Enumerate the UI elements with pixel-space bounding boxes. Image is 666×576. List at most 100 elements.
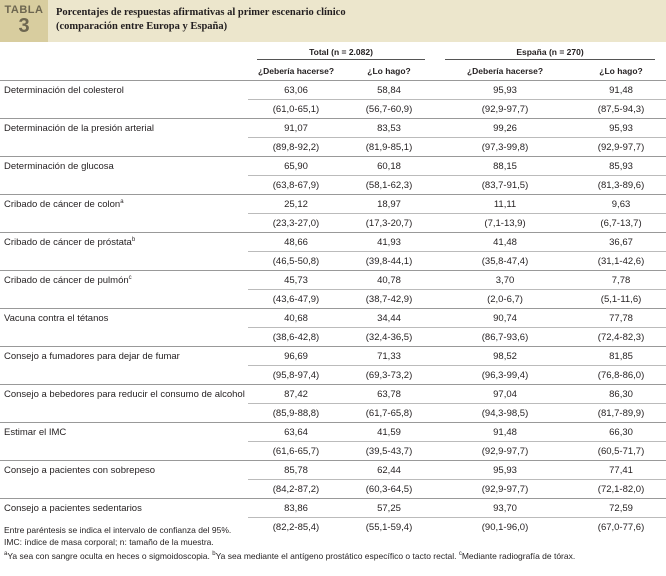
ci-cell: (7,1-13,9)	[434, 213, 577, 233]
ci-cell: (83,7-91,5)	[434, 175, 577, 195]
value-cell: 41,48	[434, 232, 577, 252]
ci-row: (85,9-88,8) (61,7-65,8) (94,3-98,5) (81,7-8…	[0, 403, 666, 423]
empty-cell	[0, 480, 248, 499]
value-cell: 98,52	[434, 346, 577, 366]
ci-cell: (89,8-92,2)	[248, 137, 344, 157]
row-label-cell: Determinación de la presión arterial	[0, 118, 248, 138]
empty-cell	[0, 44, 248, 62]
ci-cell: (72,1-82,0)	[576, 479, 666, 499]
value-cell: 9,63	[576, 194, 666, 214]
value-cell: 95,93	[576, 118, 666, 138]
table-tag: TABLA 3	[0, 0, 48, 42]
ci-cell: (61,0-65,1)	[248, 99, 344, 119]
row-label-cell: Determinación de glucosa	[0, 156, 248, 176]
row-label: Consejo a bebedores para reducir el cons…	[4, 388, 245, 400]
ci-cell: (67,0-77,6)	[576, 517, 666, 536]
value-row: Vacuna contra el tétanos 40,68 34,44 90,74 7…	[0, 308, 666, 328]
table: Total (n = 2.082) España (n = 270) ¿Deberí…	[0, 44, 666, 536]
title: Porcentajes de respuestas afirmativas al…	[56, 7, 346, 18]
value-row: Estimar el IMC 63,64 41,59 91,48 66,30	[0, 422, 666, 442]
ci-cell: (81,3-89,6)	[576, 175, 666, 195]
row-label-cell: Consejo a bebedores para reducir el cons…	[0, 384, 248, 404]
value-cell: 88,15	[434, 156, 577, 176]
value-cell: 18,97	[344, 194, 435, 214]
row-label: Consejo a pacientes con sobrepeso	[4, 464, 156, 476]
value-cell: 93,70	[434, 498, 577, 518]
value-cell: 48,66	[248, 232, 344, 252]
ci-cell: (92,9-97,7)	[434, 441, 577, 461]
ci-cell: (56,7-60,9)	[344, 99, 435, 119]
value-cell: 99,26	[434, 118, 577, 138]
value-cell: 62,44	[344, 460, 435, 480]
row-label: Cribado de cáncer de pulmón	[4, 274, 129, 286]
value-cell: 25,12	[248, 194, 344, 214]
subtitle: (comparación entre Europa y España)	[56, 21, 228, 32]
value-cell: 40,68	[248, 308, 344, 328]
ci-row: (61,6-65,7) (39,5-43,7) (92,9-97,7) (60,5-7…	[0, 441, 666, 461]
row-label-cell: Cribado de cáncer de colona	[0, 194, 248, 214]
value-row: Consejo a bebedores para reducir el cons…	[0, 384, 666, 404]
value-cell: 91,48	[434, 422, 577, 442]
value-cell: 60,18	[344, 156, 435, 176]
value-row: Cribado de cáncer de pulmónc 45,73 40,78 3,…	[0, 270, 666, 290]
value-cell: 63,64	[248, 422, 344, 442]
row-label: Cribado de cáncer de próstata	[4, 236, 132, 248]
row-label-note: b	[131, 236, 136, 243]
ci-cell: (69,3-73,2)	[344, 365, 435, 385]
ci-cell: (63,8-67,9)	[248, 175, 344, 195]
value-row: Consejo a fumadores para dejar de fumar 9…	[0, 346, 666, 366]
group-header: Total (n = 2.082)	[248, 44, 434, 62]
value-cell: 95,93	[434, 460, 577, 480]
ci-cell: (35,8-47,4)	[434, 251, 577, 271]
group-header: España (n = 270)	[434, 44, 666, 62]
value-cell: 91,48	[576, 80, 666, 100]
row-label-cell: Cribado de cáncer de pulmónc	[0, 270, 248, 290]
title-block: Porcentajes de respuestas afirmativas al…	[56, 6, 346, 34]
footnote: Entre paréntesis se indica el intervalo …	[4, 525, 232, 535]
row-label: Consejo a pacientes sedentarios	[4, 502, 142, 514]
empty-cell	[0, 62, 248, 81]
ci-cell: (84,2-87,2)	[248, 479, 344, 499]
value-cell: 45,73	[248, 270, 344, 290]
ci-row: (63,8-67,9) (58,1-62,3) (83,7-91,5) (81,3-8…	[0, 175, 666, 195]
ci-row: (46,5-50,8) (39,8-44,1) (35,8-47,4) (31,1-4…	[0, 251, 666, 271]
note-mark: c	[458, 551, 462, 557]
empty-cell	[0, 328, 248, 347]
ci-cell: (6,7-13,7)	[576, 213, 666, 233]
ci-cell: (60,3-64,5)	[344, 479, 435, 499]
note-text: Ya sea con sangre oculta en heces o sigm…	[7, 550, 210, 561]
value-row: Consejo a pacientes con sobrepeso 85,78 62…	[0, 460, 666, 480]
row-label-cell: Estimar el IMC	[0, 422, 248, 442]
value-cell: 83,86	[248, 498, 344, 518]
empty-cell	[0, 252, 248, 271]
value-cell: 72,59	[576, 498, 666, 518]
row-label: Estimar el IMC	[4, 426, 67, 438]
ci-cell: (23,3-27,0)	[248, 213, 344, 233]
empty-cell	[0, 366, 248, 385]
row-label-cell: Consejo a fumadores para dejar de fumar	[0, 346, 248, 366]
ci-cell: (38,7-42,9)	[344, 289, 435, 309]
note-line: aYa sea con sangre oculta en heces o sig…	[4, 548, 575, 562]
ci-cell: (94,3-98,5)	[434, 403, 577, 423]
ci-row: (23,3-27,0) (17,3-20,7) (7,1-13,9) (6,7-13,…	[0, 213, 666, 233]
column-header-row: ¿Debería hacerse? ¿Lo hago? ¿Debería hacer…	[0, 62, 666, 81]
ci-cell: (97,3-99,8)	[434, 137, 577, 157]
value-cell: 77,78	[576, 308, 666, 328]
note-mark: a	[4, 551, 8, 557]
value-cell: 36,67	[576, 232, 666, 252]
group-header-row: Total (n = 2.082) España (n = 270)	[0, 44, 666, 62]
row-label: Consejo a fumadores para dejar de fumar	[4, 350, 180, 362]
value-row: Cribado de cáncer de próstatab 48,66 41,93…	[0, 232, 666, 252]
value-cell: 81,85	[576, 346, 666, 366]
ci-cell: (86,7-93,6)	[434, 327, 577, 347]
empty-cell	[0, 442, 248, 461]
ci-cell: (76,8-86,0)	[576, 365, 666, 385]
value-row: Consejo a pacientes sedentarios 83,86 57,2…	[0, 498, 666, 518]
ci-cell: (90,1-96,0)	[434, 517, 577, 536]
ci-row: (61,0-65,1) (56,7-60,9) (92,9-97,7) (87,5-9…	[0, 99, 666, 119]
value-cell: 65,90	[248, 156, 344, 176]
value-row: Determinación de la presión arterial 91,0…	[0, 118, 666, 138]
ci-cell: (60,5-71,7)	[576, 441, 666, 461]
ci-cell: (92,9-97,7)	[434, 99, 577, 119]
value-cell: 11,11	[434, 194, 577, 214]
